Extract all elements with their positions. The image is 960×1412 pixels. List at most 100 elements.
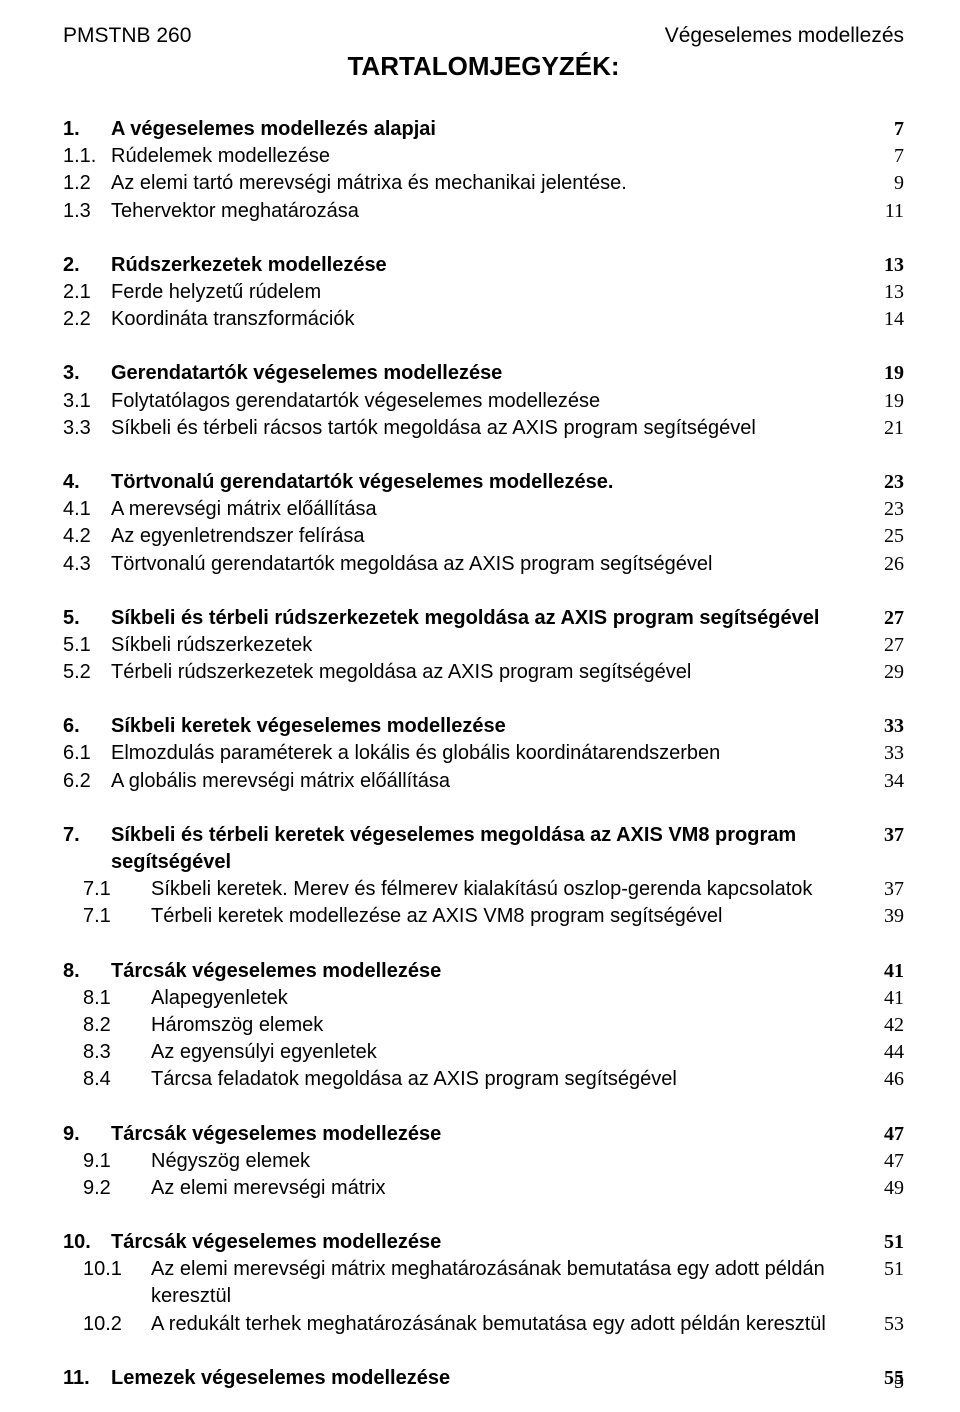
toc-subsection: 7.1Térbeli keretek modellezése az AXIS V… [63,903,904,930]
table-of-contents: 1.A végeselemes modellezés alapjai71.1.R… [63,116,904,1392]
toc-entry-number: 10. [63,1229,111,1256]
toc-entry-number: 2. [63,252,111,279]
toc-entry-title: Gerendatartók végeselemes modellezése [111,360,874,387]
toc-subsection: 5.1Síkbeli rúdszerkezetek27 [63,632,904,659]
toc-entry-title: Ferde helyzetű rúdelem [111,279,874,306]
toc-entry-title: Folytatólagos gerendatartók végeselemes … [111,388,874,415]
page-header: PMSTNB 260 Végeselemes modellezés [63,24,904,47]
toc-gap [63,578,904,605]
toc-entry-number: 4. [63,469,111,496]
toc-entry-page: 37 [874,876,904,903]
toc-entry-page: 25 [874,523,904,550]
toc-entry-number: 3. [63,360,111,387]
toc-entry-number: 1.1. [63,143,111,170]
toc-gap [63,225,904,252]
toc-entry-title: Rúdelemek modellezése [111,143,874,170]
toc-entry-page: 37 [874,822,904,849]
document-page: PMSTNB 260 Végeselemes modellezés TARTAL… [0,0,960,1412]
toc-entry-number: 7.1 [63,903,151,930]
toc-entry-page: 26 [874,551,904,578]
toc-entry-page: 51 [874,1256,904,1283]
toc-entry-number: 8.4 [63,1066,151,1093]
toc-subsection: 1.2Az elemi tartó merevségi mátrixa és m… [63,170,904,197]
toc-entry-title: A globális merevségi mátrix előállítása [111,768,874,795]
toc-entry-title: Az elemi tartó merevségi mátrixa és mech… [111,170,874,197]
toc-entry-title: Alapegyenletek [151,985,874,1012]
toc-entry-number: 11. [63,1365,111,1392]
toc-gap [63,1094,904,1121]
toc-subsection: 3.3Síkbeli és térbeli rácsos tartók mego… [63,415,904,442]
toc-section: 1.A végeselemes modellezés alapjai7 [63,116,904,143]
header-left: PMSTNB 260 [63,24,191,47]
toc-subsection: 8.3Az egyensúlyi egyenletek44 [63,1039,904,1066]
toc-entry-page: 7 [874,143,904,170]
toc-entry-page: 11 [874,198,904,225]
toc-entry-page: 46 [874,1066,904,1093]
toc-section: 11.Lemezek végeselemes modellezése55 [63,1365,904,1392]
toc-entry-title: Törtvonalú gerendatartók megoldása az AX… [111,551,874,578]
toc-entry-page: 34 [874,768,904,795]
toc-entry-number: 6.1 [63,740,111,767]
toc-entry-page: 41 [874,958,904,985]
toc-gap [63,442,904,469]
toc-entry-number: 7.1 [63,876,151,903]
toc-entry-title: Síkbeli keretek. Merev és félmerev kiala… [151,876,874,903]
toc-entry-page: 23 [874,496,904,523]
toc-entry-title: Síkbeli és térbeli rúdszerkezetek megold… [111,605,874,632]
toc-entry-number: 8.1 [63,985,151,1012]
toc-entry-number: 8.3 [63,1039,151,1066]
page-number: 5 [894,1371,904,1394]
toc-entry-number: 7. [63,822,111,849]
toc-entry-page: 19 [874,388,904,415]
toc-entry-page: 29 [874,659,904,686]
toc-section: 10.Tárcsák végeselemes modellezése51 [63,1229,904,1256]
toc-section: 3.Gerendatartók végeselemes modellezése1… [63,360,904,387]
toc-entry-title: Tárcsák végeselemes modellezése [111,1121,874,1148]
toc-entry-title: Térbeli keretek modellezése az AXIS VM8 … [151,903,874,930]
toc-entry-page: 53 [874,1311,904,1338]
toc-subsection: 4.1A merevségi mátrix előállítása23 [63,496,904,523]
toc-entry-title: A végeselemes modellezés alapjai [111,116,874,143]
toc-section: 5.Síkbeli és térbeli rúdszerkezetek mego… [63,605,904,632]
toc-gap [63,1338,904,1365]
toc-entry-page: 33 [874,713,904,740]
toc-entry-number: 4.3 [63,551,111,578]
toc-entry-page: 13 [874,252,904,279]
toc-subsection: 2.2Koordináta transzformációk14 [63,306,904,333]
toc-entry-number: 2.2 [63,306,111,333]
toc-entry-number: 9.2 [63,1175,151,1202]
toc-subsection: 10.2A redukált terhek meghatározásának b… [63,1311,904,1338]
toc-subsection: 8.4Tárcsa feladatok megoldása az AXIS pr… [63,1066,904,1093]
toc-entry-page: 13 [874,279,904,306]
toc-entry-page: 41 [874,985,904,1012]
toc-section: 8.Tárcsák végeselemes modellezése41 [63,958,904,985]
toc-entry-number: 10.2 [63,1311,151,1338]
toc-entry-title: Síkbeli rúdszerkezetek [111,632,874,659]
toc-section: 7.Síkbeli és térbeli keretek végeselemes… [63,822,904,876]
toc-entry-page: 9 [874,170,904,197]
toc-entry-title: Síkbeli keretek végeselemes modellezése [111,713,874,740]
toc-entry-page: 27 [874,605,904,632]
toc-entry-number: 9. [63,1121,111,1148]
toc-subsection: 2.1Ferde helyzetű rúdelem13 [63,279,904,306]
toc-section: 2.Rúdszerkezetek modellezése13 [63,252,904,279]
toc-subsection: 7.1Síkbeli keretek. Merev és félmerev ki… [63,876,904,903]
toc-entry-title: Síkbeli és térbeli rácsos tartók megoldá… [111,415,874,442]
toc-subsection: 5.2Térbeli rúdszerkezetek megoldása az A… [63,659,904,686]
toc-entry-page: 27 [874,632,904,659]
toc-subsection: 4.2Az egyenletrendszer felírása25 [63,523,904,550]
toc-entry-page: 33 [874,740,904,767]
toc-subsection: 1.1.Rúdelemek modellezése7 [63,143,904,170]
toc-entry-page: 47 [874,1121,904,1148]
toc-gap [63,795,904,822]
document-title: TARTALOMJEGYZÉK: [63,51,904,82]
toc-entry-title: Tárcsák végeselemes modellezése [111,1229,874,1256]
toc-entry-title: Az egyensúlyi egyenletek [151,1039,874,1066]
toc-entry-title: Síkbeli és térbeli keretek végeselemes m… [111,822,874,876]
toc-gap [63,1202,904,1229]
toc-entry-title: Tárcsák végeselemes modellezése [111,958,874,985]
toc-entry-number: 1.2 [63,170,111,197]
toc-entry-number: 1. [63,116,111,143]
toc-entry-title: Tárcsa feladatok megoldása az AXIS progr… [151,1066,874,1093]
toc-entry-title: A merevségi mátrix előállítása [111,496,874,523]
